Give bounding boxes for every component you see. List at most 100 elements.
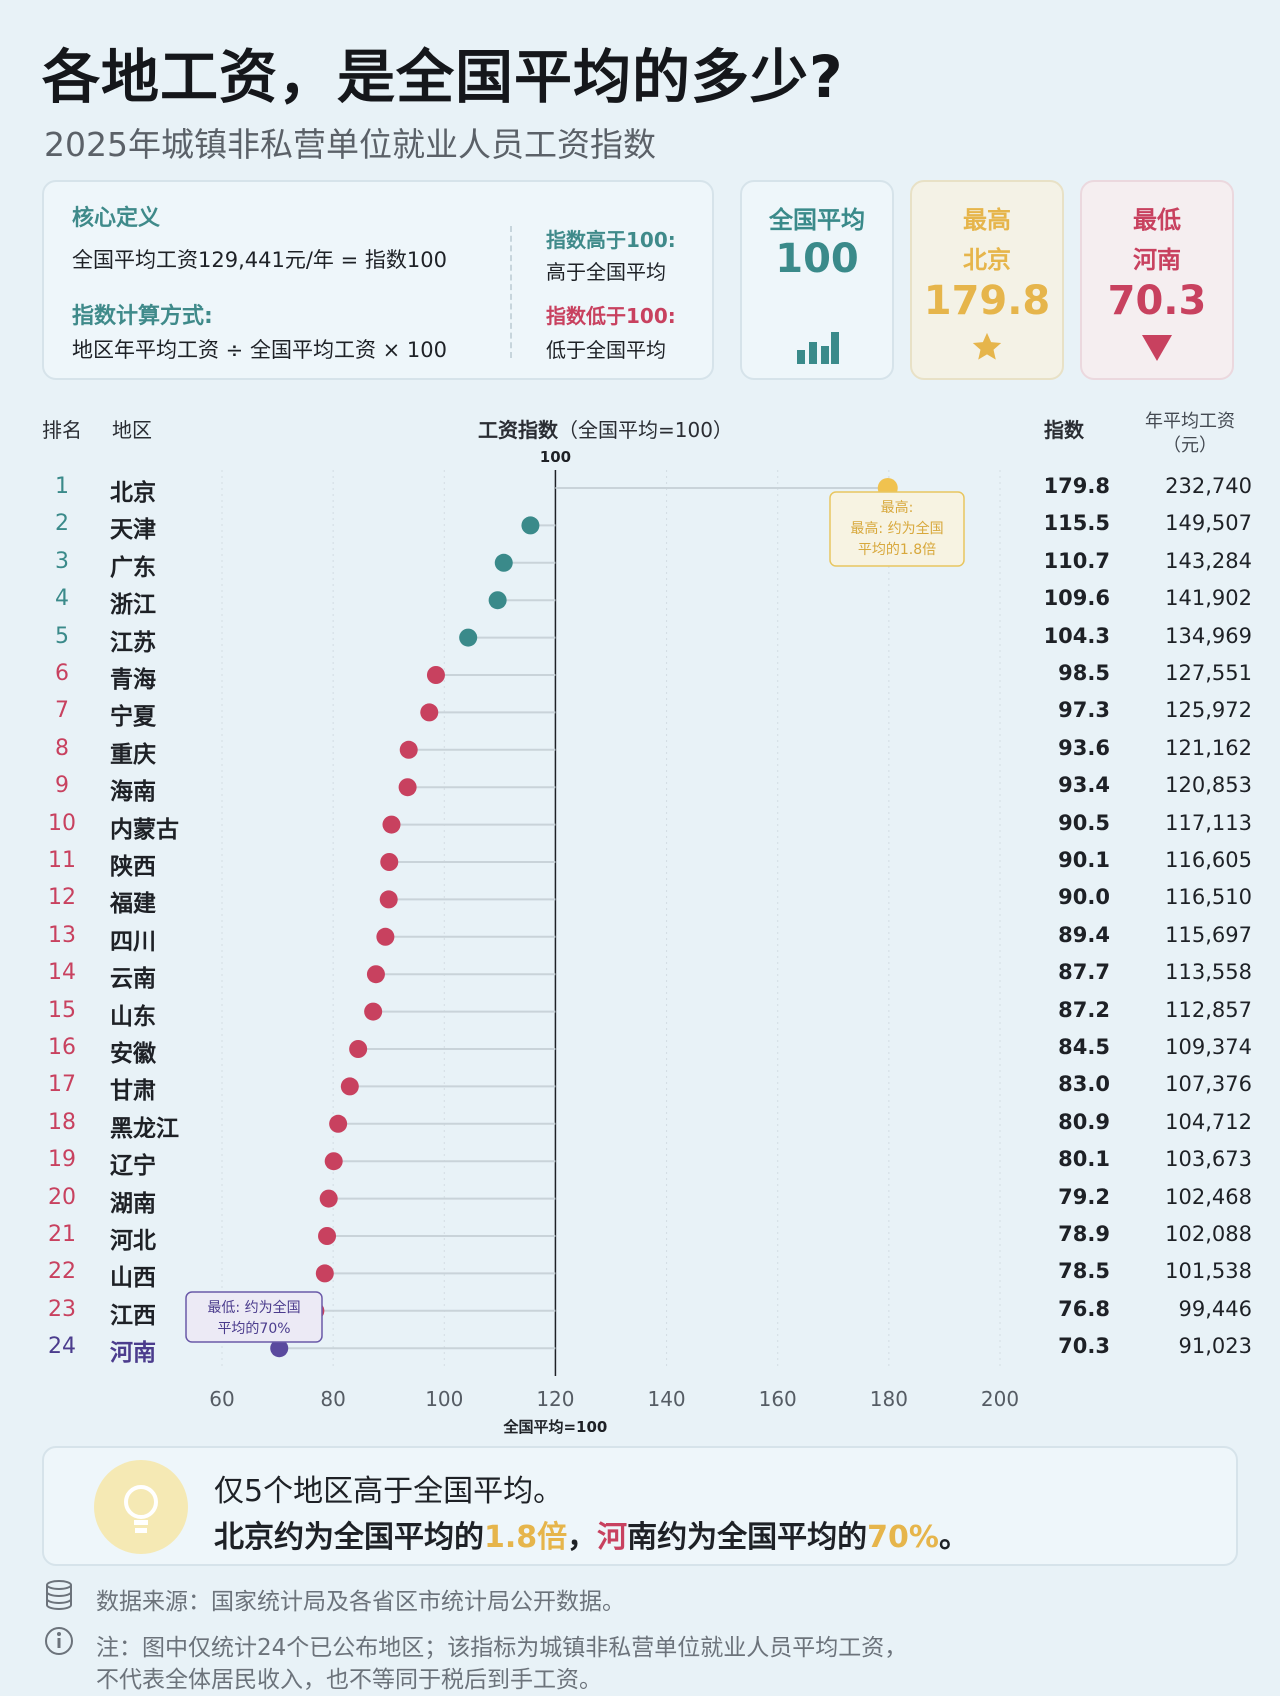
index-value: 110.7: [1043, 548, 1110, 573]
data-point: [380, 853, 399, 871]
insight-text-a: 北京约为全国平均的: [214, 1520, 484, 1555]
region-label: 青海: [110, 667, 156, 693]
dot-plot-chart: 60 80 100 120 140 160 180 200 100 全国平均=100 最高: 最高: …: [185, 448, 1019, 1436]
data-point: [459, 628, 478, 647]
region-label: 湖南: [110, 1190, 156, 1217]
region-label: 内蒙古: [110, 816, 179, 843]
chart-title: 工资指数（全国平均=100）: [478, 414, 733, 443]
rank-number: 24: [48, 1334, 76, 1360]
rank-number: 3: [55, 548, 69, 574]
index-value: 115.5: [1043, 511, 1110, 536]
kpi-max-value: 179.8: [923, 278, 1051, 324]
index-value: 76.8: [1058, 1296, 1110, 1321]
kpi-max-label: 最高: [963, 206, 1011, 234]
rank-number: 4: [55, 586, 69, 612]
rank-header: 排名: [42, 418, 82, 442]
index-header: 指数: [1044, 418, 1084, 442]
region-header: 地区: [112, 418, 152, 442]
wage-value: 116,510: [1165, 885, 1252, 910]
footnote-line-2: 不代表全体居民收入，也不等同于税后到手工资。: [96, 1667, 602, 1693]
kpi-min-label: 最低: [1133, 206, 1181, 234]
method-text: 地区年平均工资 ÷ 全国平均工资 × 100: [72, 338, 447, 362]
insight-highlight-min: 70%: [867, 1520, 939, 1555]
star-icon: [912, 330, 1062, 373]
kpi-min-value: 70.3: [1107, 278, 1207, 324]
region-label: 安徽: [110, 1041, 156, 1067]
footnote-line-1: 注：图中仅统计24个已公布地区；该指标为城镇非私营单位就业人员平均工资，: [96, 1635, 908, 1661]
bar-chart-icon: [742, 330, 892, 373]
index-value: 90.0: [1058, 885, 1110, 910]
rank-number: 1: [55, 474, 69, 499]
index-value: 78.9: [1058, 1222, 1110, 1246]
data-source: 数据来源：国家统计局及各省区市统计局公开数据。: [96, 1589, 625, 1615]
x-tick-label: 160: [759, 1387, 797, 1411]
wage-value: 104,712: [1165, 1109, 1252, 1134]
rank-number: 19: [48, 1147, 76, 1173]
max-callout-text: 最高: 约为全国: [850, 520, 943, 537]
definition-divider: [510, 226, 512, 358]
rank-number: 6: [55, 661, 69, 686]
wage-value: 91,023: [1178, 1334, 1252, 1359]
wage-value: 121,162: [1165, 735, 1252, 760]
data-point: [340, 1077, 359, 1096]
wage-value: 103,673: [1165, 1147, 1252, 1172]
rank-number: 13: [48, 922, 76, 948]
index-value: 84.5: [1058, 1035, 1110, 1059]
insight-text-g: 。: [938, 1520, 969, 1555]
page-subtitle: 2025年城镇非私营单位就业人员工资指数: [44, 125, 656, 164]
data-point: [426, 666, 445, 684]
wage-value: 115,697: [1165, 922, 1252, 947]
kpi-max-card: 最高 北京 179.8: [910, 180, 1064, 380]
region-label: 甘肃: [110, 1078, 156, 1105]
data-point: [315, 1264, 334, 1283]
index-value: 93.6: [1058, 735, 1110, 760]
wage-header-label: 年平均工资: [1145, 411, 1235, 432]
rank-number: 2: [55, 511, 69, 537]
rank-number: 23: [48, 1296, 76, 1322]
data-point: [366, 965, 385, 984]
rank-number: 21: [48, 1222, 76, 1247]
data-point: [382, 815, 401, 834]
region-label: 天津: [110, 517, 156, 544]
rank-number: 22: [48, 1259, 76, 1285]
rank-number: 20: [48, 1184, 76, 1210]
x-tick-label: 120: [536, 1387, 574, 1411]
region-label: 福建: [110, 891, 156, 918]
x-tick-label: 100: [425, 1387, 463, 1411]
wage-value: 149,507: [1165, 511, 1252, 536]
rank-number: 8: [55, 735, 69, 761]
index-value: 78.5: [1058, 1259, 1110, 1284]
max-callout-text: 最高:: [881, 499, 914, 516]
index-value: 104.3: [1043, 623, 1110, 648]
rank-number: 5: [55, 623, 69, 649]
rank-number: 11: [48, 848, 76, 873]
kpi-max-region: 北京: [963, 246, 1011, 274]
data-point: [318, 1227, 337, 1245]
x-tick-label: 60: [209, 1387, 234, 1411]
wage-value: 112,857: [1165, 997, 1252, 1022]
wage-value: 116,605: [1165, 848, 1252, 872]
rank-number: 16: [48, 1035, 76, 1060]
max-callout-text: 平均的1.8倍: [858, 542, 936, 558]
region-label: 宁夏: [110, 704, 156, 731]
definition-heading: 核心定义: [72, 206, 161, 231]
data-point: [399, 740, 418, 759]
wage-value: 127,551: [1165, 661, 1252, 685]
region-label: 四川: [110, 928, 156, 955]
index-value: 109.6: [1043, 586, 1110, 611]
insight-text-c: ，: [567, 1520, 598, 1555]
definition-card: 核心定义 全国平均工资129,441元/年 = 指数100 指数计算方式: 地区…: [42, 180, 714, 380]
wage-value: 120,853: [1165, 773, 1252, 798]
index-value: 90.5: [1058, 810, 1110, 835]
region-label: 黑龙江: [110, 1115, 179, 1142]
index-value: 83.0: [1058, 1072, 1110, 1097]
above-label: 指数高于100:: [546, 228, 676, 252]
chart-title-main: 工资指数: [478, 418, 558, 442]
index-value: 90.1: [1058, 848, 1110, 872]
region-label: 辽宁: [110, 1153, 156, 1180]
rank-number: 10: [48, 810, 76, 836]
data-point: [270, 1339, 289, 1358]
region-label: 山东: [110, 1003, 156, 1030]
index-value: 70.3: [1058, 1334, 1110, 1359]
region-label: 海南: [110, 779, 156, 806]
